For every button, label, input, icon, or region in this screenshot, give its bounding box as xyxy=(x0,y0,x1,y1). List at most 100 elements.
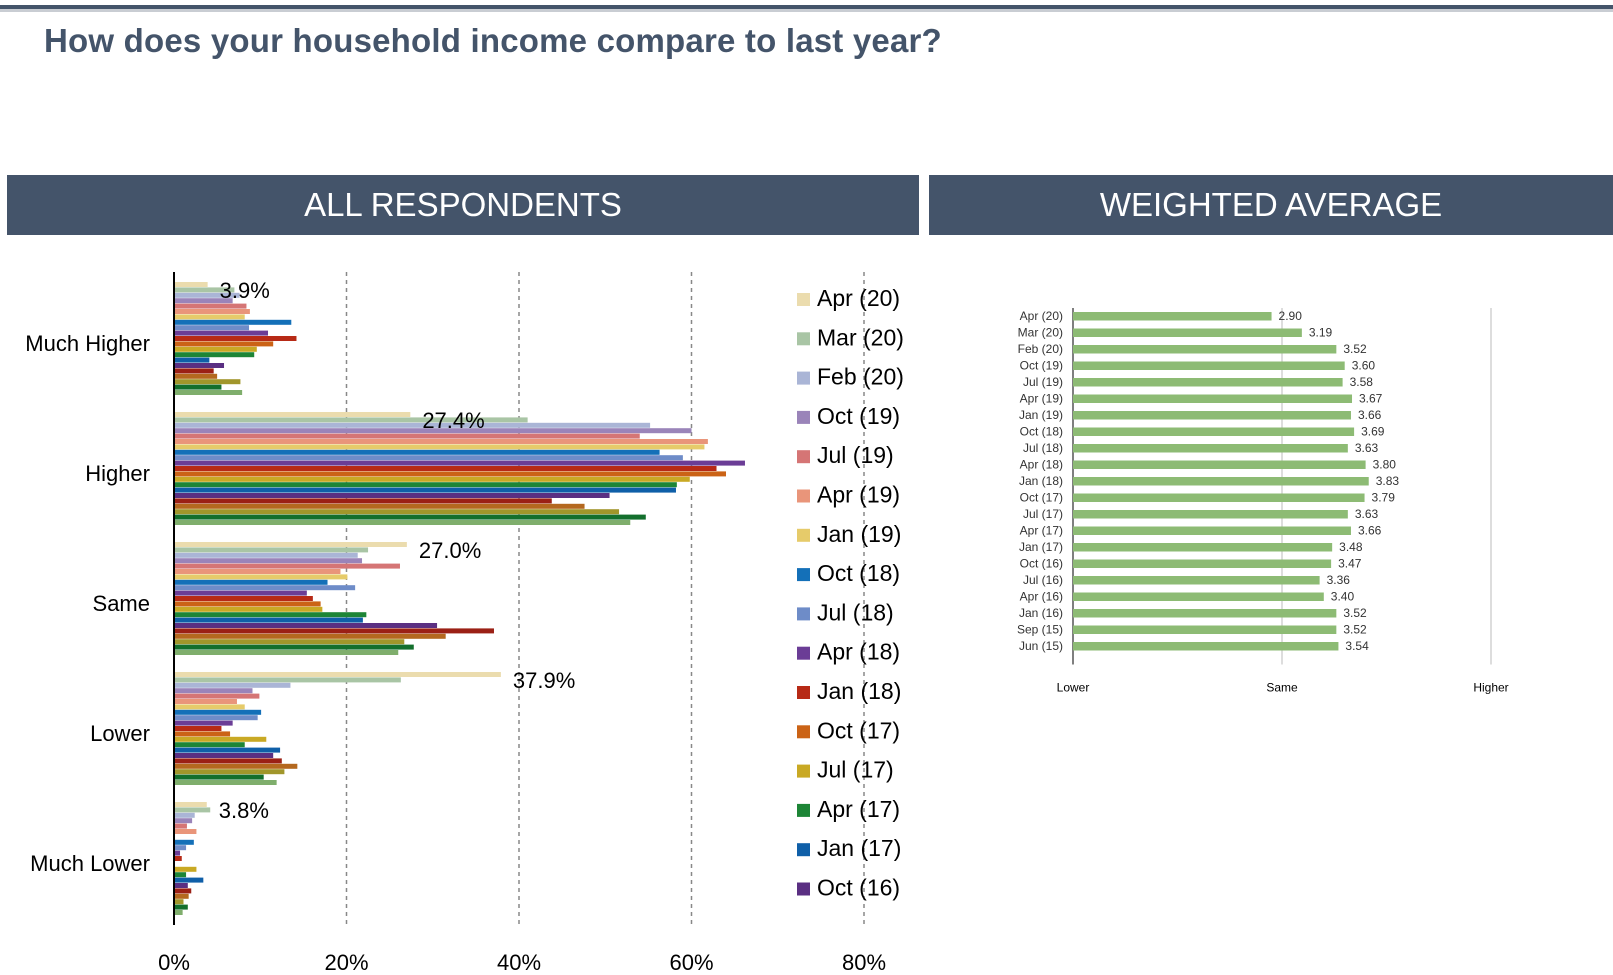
bar xyxy=(174,910,183,915)
data-label: 3.47 xyxy=(1338,557,1362,571)
x-tick-label: 0% xyxy=(158,950,190,975)
bar xyxy=(174,476,690,482)
legend-label: Jul (19) xyxy=(817,442,894,468)
bar xyxy=(174,823,187,829)
data-label: 3.52 xyxy=(1343,342,1367,356)
bar xyxy=(174,325,250,331)
bar xyxy=(1073,543,1333,552)
bar xyxy=(174,569,341,574)
bar xyxy=(174,802,207,807)
bar xyxy=(174,373,218,379)
category-label: Jul (19) xyxy=(1023,375,1063,389)
bar xyxy=(174,726,222,731)
bar xyxy=(174,736,267,742)
legend-label: Jul (17) xyxy=(817,757,894,783)
bar xyxy=(174,455,683,461)
category-label: Apr (17) xyxy=(1020,524,1063,538)
bar xyxy=(174,639,405,645)
bar xyxy=(174,904,188,910)
data-label: 3.80 xyxy=(1373,458,1397,472)
bar xyxy=(174,412,411,417)
bar xyxy=(174,633,446,639)
legend-swatch xyxy=(797,686,810,699)
bar xyxy=(174,672,501,677)
bar xyxy=(174,699,237,704)
bar xyxy=(174,850,181,856)
data-label: 3.36 xyxy=(1327,573,1351,587)
legend-swatch xyxy=(797,764,810,778)
bar xyxy=(174,590,307,596)
bar xyxy=(174,628,494,634)
bar xyxy=(174,899,184,905)
bar xyxy=(174,352,255,358)
bar xyxy=(1073,510,1348,519)
bar xyxy=(174,422,651,428)
data-label: 3.58 xyxy=(1350,375,1374,389)
bar xyxy=(174,812,195,818)
data-label: 27.4% xyxy=(422,408,484,433)
bar xyxy=(174,341,274,347)
category-label: Oct (17) xyxy=(1020,491,1063,505)
category-label: Feb (20) xyxy=(1018,342,1063,356)
data-label: 3.69 xyxy=(1361,425,1385,439)
bar xyxy=(1073,394,1353,403)
bar xyxy=(174,709,262,715)
data-label: 3.63 xyxy=(1355,507,1379,521)
legend-label: Jan (17) xyxy=(817,835,901,861)
bar xyxy=(1073,361,1345,370)
legend-swatch xyxy=(797,410,810,424)
bar xyxy=(174,872,187,878)
bar xyxy=(174,498,552,504)
bar xyxy=(1073,460,1366,469)
bar xyxy=(1073,592,1324,601)
data-label: 3.19 xyxy=(1309,326,1333,340)
bar xyxy=(174,883,188,888)
legend-label: Feb (20) xyxy=(817,364,904,390)
x-tick-label: 20% xyxy=(324,950,368,975)
category-label: Jan (16) xyxy=(1019,606,1063,620)
bar xyxy=(1073,526,1351,535)
category-label: Jun (15) xyxy=(1019,639,1063,653)
bar xyxy=(174,542,407,547)
legend-swatch xyxy=(797,803,810,817)
category-label: Same xyxy=(93,591,150,616)
bar xyxy=(174,449,660,455)
data-label: 3.83 xyxy=(1376,474,1400,488)
category-label: Oct (19) xyxy=(1020,359,1063,373)
bar xyxy=(1073,411,1351,420)
data-label: 3.52 xyxy=(1343,623,1367,637)
bar xyxy=(174,731,231,737)
bar xyxy=(174,514,646,520)
data-label: 3.40 xyxy=(1331,590,1355,604)
bar xyxy=(174,444,705,450)
bar xyxy=(174,753,274,758)
bar xyxy=(174,650,399,655)
bar xyxy=(174,547,369,553)
legend-swatch xyxy=(797,293,810,306)
category-label: Apr (20) xyxy=(1020,309,1063,323)
axis-label: Lower xyxy=(1057,681,1090,695)
category-label: Oct (16) xyxy=(1020,557,1063,571)
legend-swatch xyxy=(797,882,810,896)
bar xyxy=(174,747,281,753)
legend-label: Apr (18) xyxy=(817,639,900,665)
bar xyxy=(174,617,363,623)
legend-swatch xyxy=(797,725,810,739)
bar xyxy=(174,368,214,374)
data-label: 3.48 xyxy=(1339,540,1363,554)
bar xyxy=(174,807,211,813)
bar xyxy=(174,715,258,721)
legend-swatch xyxy=(797,646,810,660)
bar xyxy=(174,428,692,434)
bar xyxy=(1073,477,1369,486)
bar xyxy=(174,309,250,314)
weighted-average-header: WEIGHTED AVERAGE xyxy=(929,175,1613,235)
data-label: 2.90 xyxy=(1279,309,1303,323)
axis-label: Same xyxy=(1266,681,1298,695)
bar xyxy=(174,877,204,883)
bar xyxy=(174,677,401,683)
legend-swatch xyxy=(797,528,810,542)
bar xyxy=(174,888,192,894)
bar xyxy=(174,357,210,363)
all-respondents-chart: 0% 20% 40% 60% 80% Much Higher 3.9% Higher 27.4%… xyxy=(25,272,904,975)
